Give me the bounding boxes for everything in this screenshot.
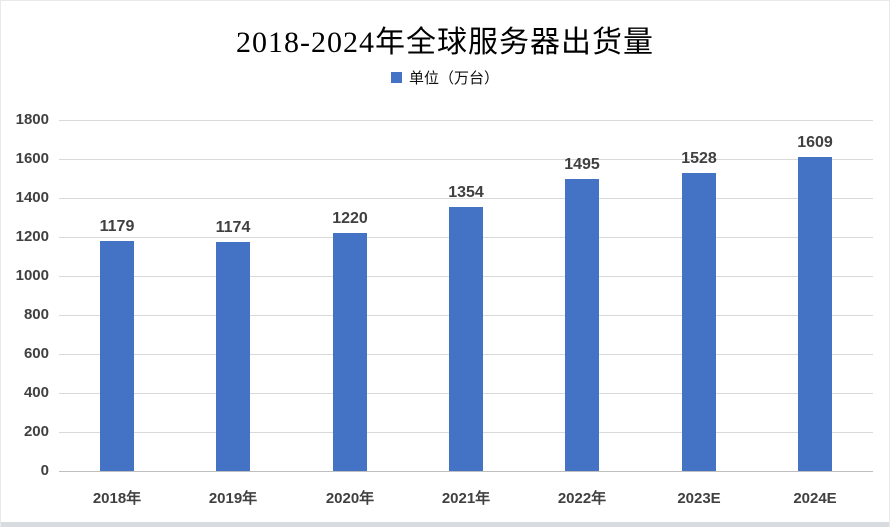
bar-2021年 <box>449 207 483 471</box>
legend-label: 单位（万台） <box>408 71 499 87</box>
bar-2023E <box>682 173 716 471</box>
y-tick-label: 1400 <box>15 189 49 206</box>
bar-value-label: 1179 <box>99 218 135 235</box>
y-tick-label: 1800 <box>15 111 49 128</box>
y-tick-label: 200 <box>23 423 49 440</box>
x-tick-label: 2019年 <box>208 490 258 507</box>
gridline <box>59 159 873 160</box>
y-tick-label: 0 <box>40 462 49 479</box>
y-tick-label: 1000 <box>15 267 49 284</box>
legend: 单位（万台） <box>1 67 889 88</box>
y-tick-label: 1200 <box>15 228 49 245</box>
y-tick-label: 600 <box>23 345 49 362</box>
y-tick-label: 400 <box>23 384 49 401</box>
x-tick-label: 2022年 <box>557 490 607 507</box>
bar-2019年 <box>216 242 250 471</box>
bar-value-label: 1174 <box>215 219 251 236</box>
legend-swatch-icon <box>390 72 402 83</box>
x-axis-line <box>59 471 873 472</box>
bar-2022年 <box>565 179 599 471</box>
bar-value-label: 1495 <box>564 156 600 173</box>
x-tick-label: 2018年 <box>92 490 142 507</box>
gridline <box>59 198 873 199</box>
bar-value-label: 1220 <box>332 210 368 227</box>
x-tick-label: 2023E <box>677 490 721 507</box>
y-tick-label: 1600 <box>15 150 49 167</box>
bar-value-label: 1609 <box>797 134 833 151</box>
x-tick-label: 2024E <box>793 490 837 507</box>
bar-2020年 <box>333 233 367 471</box>
x-tick-label: 2020年 <box>325 490 375 507</box>
x-tick-label: 2021年 <box>441 490 491 507</box>
y-tick-label: 800 <box>23 306 49 323</box>
chart-title: 2018-2024年全球服务器出货量 <box>236 26 654 59</box>
bottom-strip <box>1 522 889 527</box>
gridline <box>59 120 873 121</box>
bar-2018年 <box>100 241 134 471</box>
bar-value-label: 1354 <box>448 184 484 201</box>
bar-value-label: 1528 <box>681 150 717 167</box>
bar-2024E <box>798 157 832 471</box>
